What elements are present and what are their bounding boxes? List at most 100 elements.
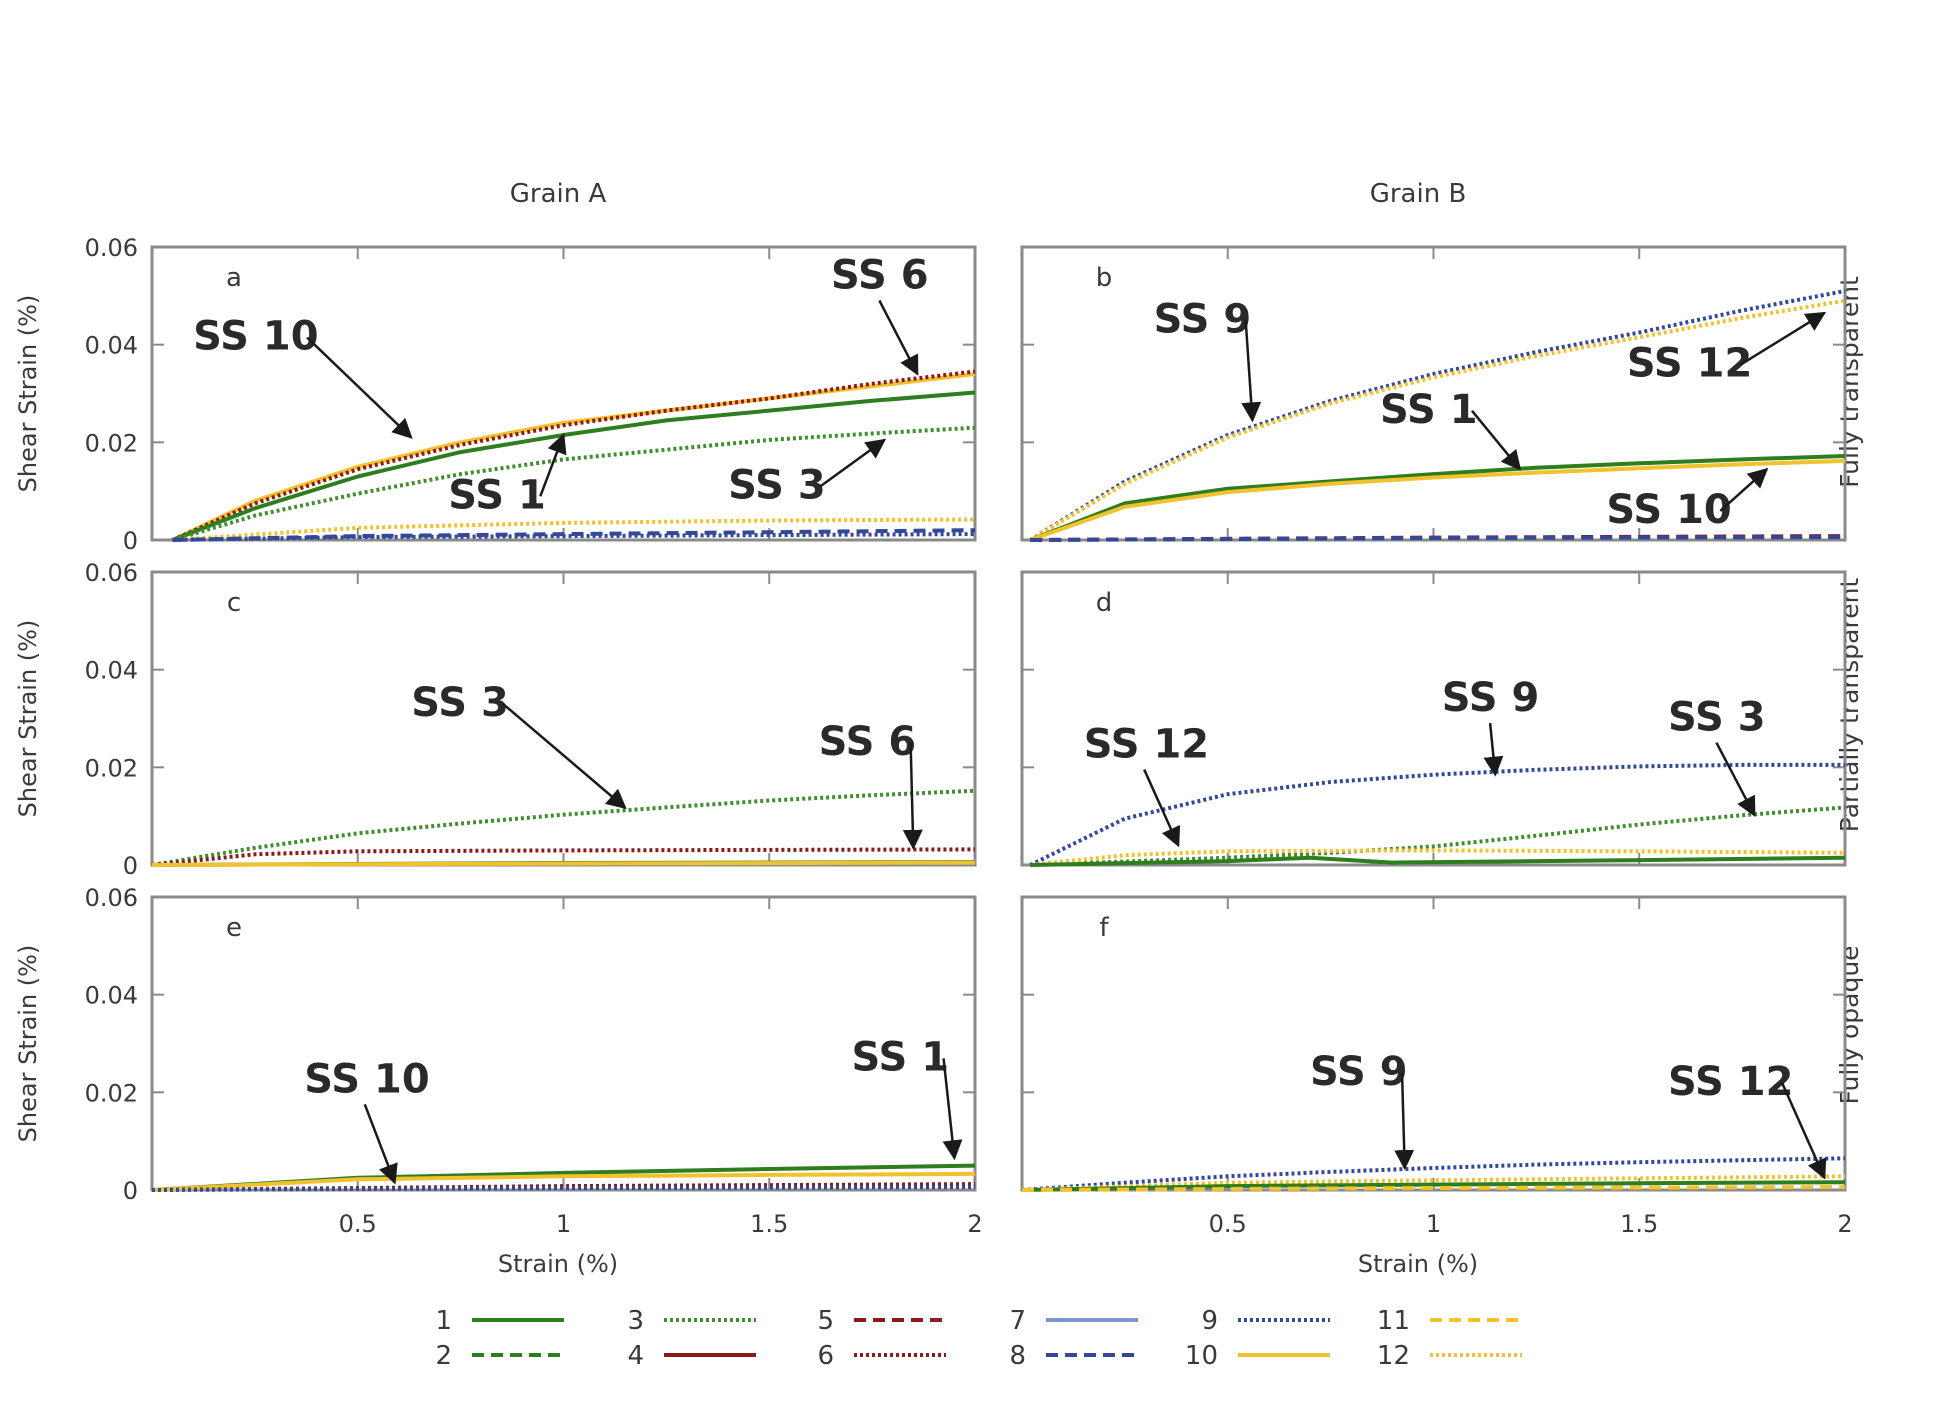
column-title-grain-b: Grain B	[1370, 179, 1467, 209]
annotation-arrow	[363, 1103, 398, 1185]
series-line-ss-6	[151, 847, 976, 867]
legend-label: 4	[627, 1341, 644, 1371]
panel-letter: e	[226, 913, 242, 943]
annotation-label: SS 3	[1668, 695, 1766, 741]
column-title-grain-a: Grain A	[510, 179, 607, 209]
panel-d: d SS 12 SS 9 SS 3	[1020, 570, 1847, 867]
x-tick-label: 0.5	[339, 1210, 377, 1238]
legend-label: 7	[1009, 1306, 1026, 1336]
legend-label: 8	[1009, 1341, 1026, 1371]
legend-label: 2	[435, 1341, 452, 1371]
x-tick-label: 1	[1426, 1210, 1441, 1238]
legend-item-9: 9	[1201, 1306, 1330, 1336]
annotation-label: SS 12	[1668, 1059, 1793, 1105]
legend-label: 9	[1201, 1306, 1218, 1336]
annotation-label: SS 1	[1380, 387, 1478, 433]
series-line-ss-9	[1029, 762, 1845, 867]
x-tick-label: 1	[556, 1210, 571, 1238]
annotation-arrow	[1394, 1072, 1415, 1171]
series-line-ss-12	[1029, 848, 1846, 867]
y-tick-label: 0.06	[85, 559, 138, 587]
row-title-partially-transparent: Partially transparent	[1835, 578, 1864, 833]
y-tick-label: 0.06	[85, 234, 138, 262]
x-tick-label: 2	[1837, 1210, 1852, 1238]
y-tick-label: 0.02	[85, 1079, 138, 1107]
annotation-label: SS 3	[411, 680, 509, 726]
y-tick-label: 0	[123, 852, 138, 880]
series-line-ss-6	[151, 1182, 976, 1192]
series-line-ss-12	[1029, 298, 1846, 542]
legend-label: 5	[817, 1306, 834, 1336]
legend-item-5: 5	[817, 1306, 946, 1336]
series-line-ss-10	[1029, 458, 1846, 542]
series-line-ss-3	[1030, 805, 1846, 867]
legend-label: 3	[627, 1306, 644, 1336]
annotation-label: SS 12	[1627, 340, 1752, 386]
panel-a: 0 0.02 0.04 0.06 Shear Strain (%) a SS 10 SS 6 S…	[14, 234, 977, 555]
annotation-label: SS 1	[448, 472, 546, 518]
series-line-ss-9	[1021, 1156, 1846, 1192]
legend-item-6: 6	[817, 1341, 946, 1371]
annotation-label: SS 1	[852, 1034, 950, 1080]
panel-b: b SS 9 SS 12 SS 1 SS 10	[1020, 245, 1847, 542]
y-tick-label: 0	[123, 1177, 138, 1205]
annotation-label: SS 9	[1310, 1049, 1408, 1095]
legend-label: 11	[1377, 1306, 1410, 1336]
series-line-ss-9	[172, 532, 976, 542]
legend-item-8: 8	[1009, 1341, 1138, 1371]
series-line-ss-3	[172, 425, 976, 542]
series-line-ss-8	[1030, 535, 1846, 542]
annotation-label: SS 3	[728, 462, 826, 508]
series-line-ss-11	[1021, 1185, 1846, 1192]
legend-item-1: 1	[435, 1306, 564, 1336]
y-axis-label: Shear Strain (%)	[14, 945, 42, 1143]
series-line-ss-9	[1029, 289, 1846, 542]
panel-e: 0 0.02 0.04 0.06 Shear Strain (%) 0.5 1 1.5 2 e SS…	[14, 884, 983, 1238]
y-tick-label: 0.02	[85, 429, 138, 457]
y-tick-label: 0.04	[85, 657, 138, 685]
y-axis-label: Shear Strain (%)	[14, 620, 42, 818]
series-line-ss-1	[1029, 454, 1846, 542]
series-line-ss-12	[172, 517, 976, 542]
panel-letter: b	[1096, 263, 1113, 293]
annotation-arrow	[819, 438, 887, 488]
annotation-arrow	[1780, 1082, 1827, 1180]
series-line-ss-3	[151, 788, 976, 867]
panel-letter: d	[1096, 588, 1113, 618]
annotation-arrow	[902, 743, 923, 850]
legend-item-12: 12	[1377, 1341, 1522, 1371]
panel-f: 0.5 1 1.5 2 f SS 9 SS 12	[1020, 895, 1853, 1238]
legend-label: 10	[1185, 1341, 1218, 1371]
legend-label: 12	[1377, 1341, 1410, 1371]
annotation-label: SS 9	[1442, 675, 1540, 721]
annotation-arrow	[1241, 320, 1262, 423]
annotation-arrow	[1483, 723, 1504, 777]
annotation-label: SS 10	[1606, 487, 1731, 533]
x-tick-label: 1.5	[1620, 1210, 1658, 1238]
x-tick-label: 1.5	[750, 1210, 788, 1238]
annotation-label: SS 12	[1084, 722, 1209, 768]
annotation-label: SS 6	[831, 253, 929, 299]
annotation-arrow	[306, 336, 413, 439]
panel-letter: c	[227, 588, 241, 618]
y-tick-label: 0.04	[85, 332, 138, 360]
annotation-arrow	[942, 1058, 963, 1161]
row-title-fully-transparent: Fully transparent	[1835, 276, 1864, 488]
annotation-arrow	[1471, 410, 1522, 471]
annotation-label: SS 10	[304, 1056, 429, 1102]
annotation-arrow	[539, 433, 567, 497]
panel-letter: a	[226, 263, 242, 293]
legend-item-2: 2	[435, 1341, 564, 1371]
legend-item-3: 3	[627, 1306, 756, 1336]
legend-label: 1	[435, 1306, 452, 1336]
panel-c: 0 0.02 0.04 0.06 Shear Strain (%) c SS 3 SS 6	[14, 559, 977, 880]
x-tick-label: 2	[967, 1210, 982, 1238]
panel-letter: f	[1099, 913, 1109, 943]
series-line-ss-6	[171, 369, 976, 542]
legend-label: 6	[817, 1341, 834, 1371]
series-line-ss-1	[171, 390, 976, 542]
annotation-arrow	[1715, 742, 1756, 817]
y-tick-label: 0.02	[85, 754, 138, 782]
